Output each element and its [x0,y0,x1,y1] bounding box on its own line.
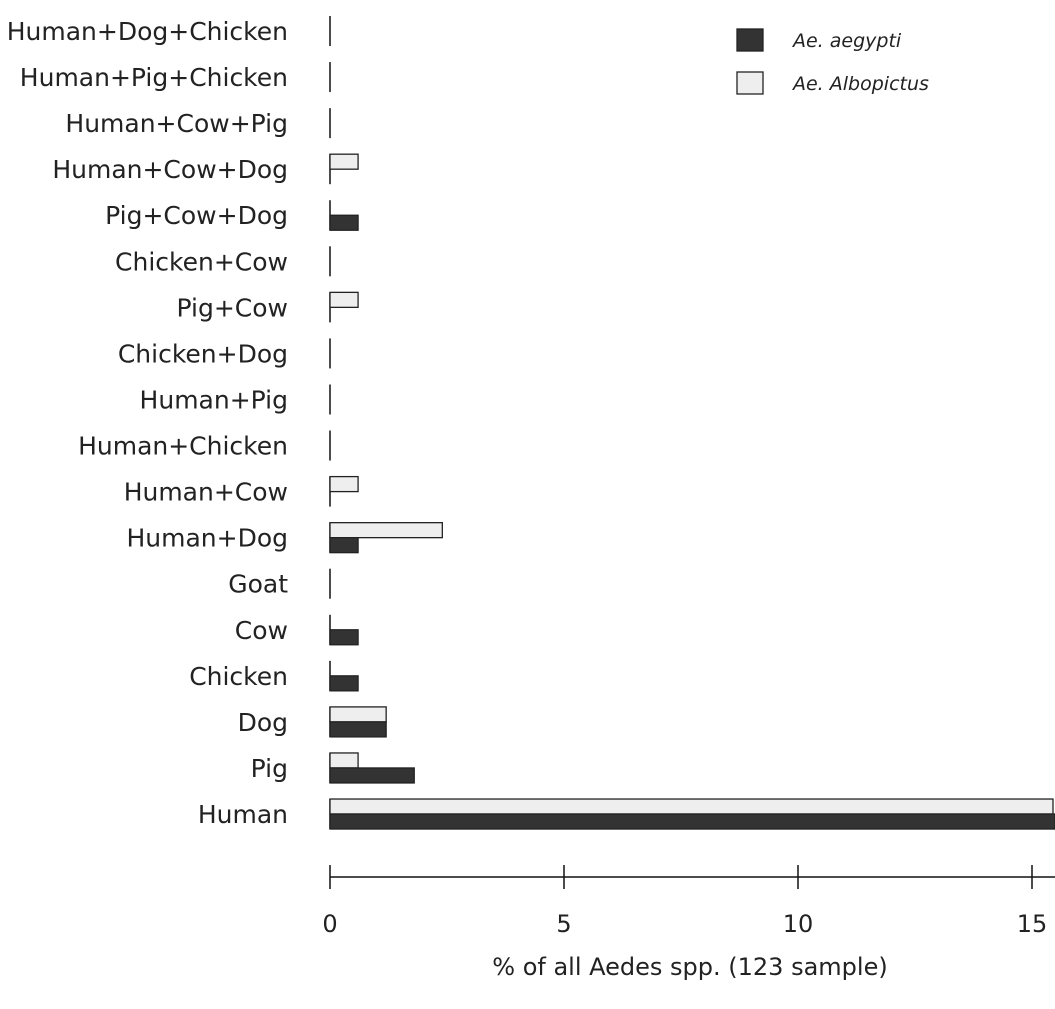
category-label-pig: Pig [251,754,288,783]
category-label-dog: Dog [238,708,288,737]
bar-albopictus-pig-cow [329,291,359,309]
x-axis: 051015202530 [322,865,1055,938]
legend-swatch-ae-albopictus [736,71,764,95]
category-label-pig-cow: Pig+Cow [177,293,289,322]
bar-albopictus-human [329,798,1054,815]
category-label-chicken-cow: Chicken+Cow [115,247,288,276]
bar-aegypti-pig [329,767,415,784]
x-tick-label-0: 0 [322,910,337,938]
legend: Ae. aegypti Ae. Albopictus [736,28,929,95]
category-label-human-pig-chicken: Human+Pig+Chicken [20,63,288,92]
category-label-human-cow-dog: Human+Cow+Dog [52,155,288,184]
bar-aegypti-pig-cow-dog [329,214,359,231]
x-axis-title: % of all Aedes spp. (123 sample) [492,953,887,981]
bar-aegypti-chicken [329,675,359,692]
bar-aegypti-dog [329,721,387,738]
category-label-cow: Cow [235,616,288,645]
category-label-human-cow: Human+Cow [124,478,288,507]
bar-albopictus-human-cow-dog [329,153,359,170]
category-label-human-chicken: Human+Chicken [78,432,288,461]
x-tick-label-10: 10 [783,910,814,938]
bar-aegypti-human [329,813,1055,830]
bar-albopictus-dog [329,706,387,723]
bars [329,16,1055,830]
category-label-pig-cow-dog: Pig+Cow+Dog [105,201,288,230]
bar-aegypti-human-dog [329,537,359,554]
legend-label-ae-albopictus: Ae. Albopictus [791,73,929,95]
x-tick-label-15: 15 [1017,910,1048,938]
legend-swatch-ae-aegypti [736,28,764,52]
x-tick-label-5: 5 [556,910,571,938]
category-labels: Human+Dog+Chicken Human+Pig+Chicken Human+… [7,17,288,829]
bar-albopictus-human-dog [329,522,443,539]
bar-albopictus-human-cow [329,475,359,493]
legend-label-ae-aegypti: Ae. aegypti [791,30,902,52]
bar-aegypti-cow [329,629,359,646]
category-label-human-dog-chicken: Human+Dog+Chicken [7,17,288,46]
category-label-chicken-dog: Chicken+Dog [118,339,288,368]
bar-albopictus-pig [329,752,359,769]
category-label-human-cow-pig: Human+Cow+Pig [65,109,288,138]
category-label-goat: Goat [228,570,288,599]
category-label-human-pig: Human+Pig [140,385,288,414]
category-label-human: Human [198,800,288,829]
category-label-chicken: Chicken [189,662,288,691]
category-label-human-dog: Human+Dog [126,524,288,553]
